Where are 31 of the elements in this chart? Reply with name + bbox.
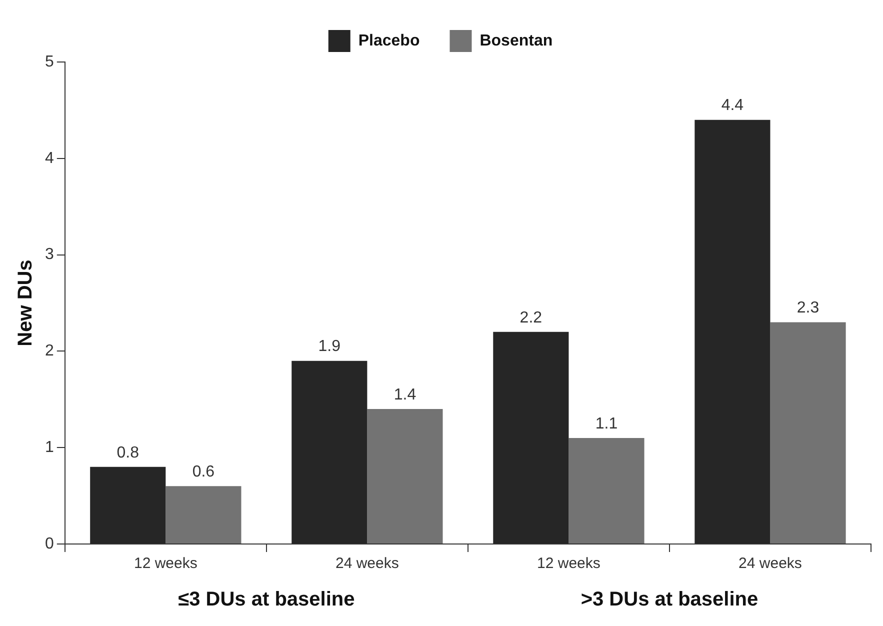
- x-tick-label: 24 weeks: [336, 555, 399, 572]
- x-tick-label: 12 weeks: [537, 555, 600, 572]
- bar: [292, 360, 368, 544]
- data-label: 1.4: [394, 386, 416, 404]
- x-tick-label: 12 weeks: [134, 555, 198, 572]
- y-tick-label: 1: [44, 439, 54, 456]
- y-tick-label: 5: [44, 53, 54, 70]
- y-tick-label: 3: [44, 246, 54, 264]
- data-label: 0.6: [192, 464, 215, 481]
- data-label: 1.1: [595, 415, 618, 432]
- legend-label: Placebo: [358, 32, 420, 50]
- legend-label: Bosentan: [480, 32, 553, 50]
- data-label: 2.2: [520, 309, 542, 326]
- text: ≤3 DUs at baseline: [178, 588, 355, 611]
- data-label: 0.8: [116, 444, 140, 462]
- y-tick-label: 0: [44, 535, 54, 552]
- bar: [90, 466, 166, 544]
- bar: [493, 332, 569, 544]
- bar: [694, 120, 770, 544]
- y-axis-title: New DUs: [14, 260, 37, 346]
- bar: [568, 438, 644, 544]
- bar: [770, 322, 846, 544]
- x-tick-label: 24 weeks: [738, 555, 802, 572]
- data-label: 2.3: [796, 300, 820, 317]
- data-label: 4.4: [721, 97, 744, 114]
- bar: [367, 409, 443, 544]
- data-label: 1.9: [318, 338, 341, 356]
- bar: [166, 486, 242, 544]
- y-tick-label: 2: [44, 342, 54, 360]
- y-tick-label: 4: [44, 150, 54, 167]
- text: >3 DUs at baseline: [580, 588, 758, 611]
